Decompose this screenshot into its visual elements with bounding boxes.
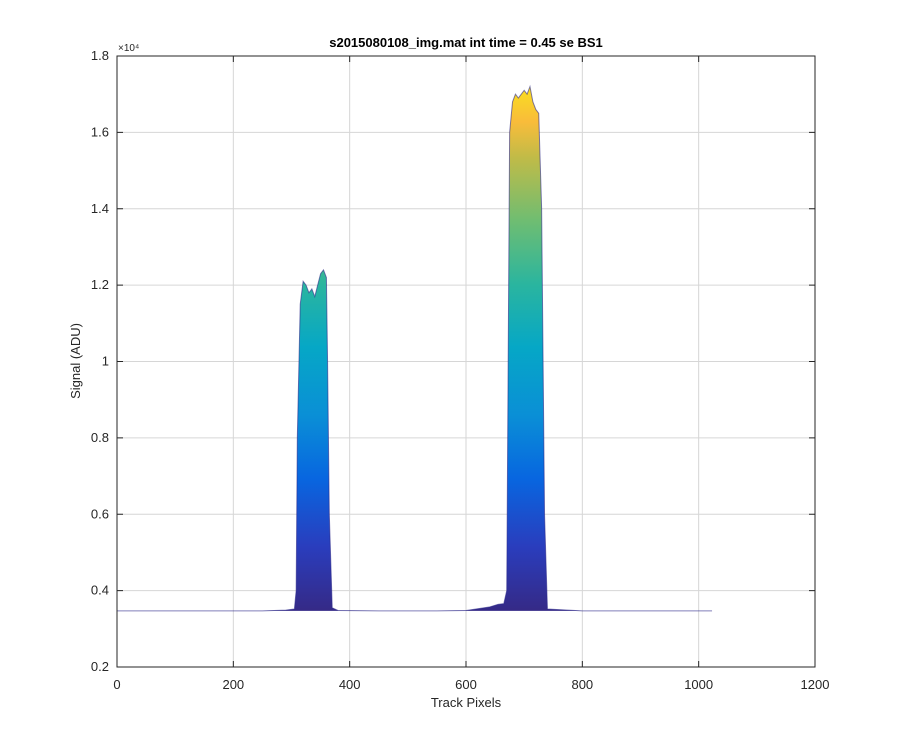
y-tick-label: 0.4 bbox=[91, 583, 109, 598]
y-tick-label: 0.8 bbox=[91, 430, 109, 445]
x-tick-label: 400 bbox=[339, 677, 361, 692]
x-tick-label: 200 bbox=[222, 677, 244, 692]
y-tick-label: 1.2 bbox=[91, 277, 109, 292]
y-exponent-label: ×10⁴ bbox=[118, 43, 139, 54]
y-tick-label: 1.8 bbox=[91, 48, 109, 63]
series-layer bbox=[117, 84, 713, 612]
x-tick-label: 0 bbox=[113, 677, 120, 692]
y-tick-label: 1 bbox=[102, 354, 109, 369]
y-tick-label: 0.6 bbox=[91, 506, 109, 521]
signal-line bbox=[117, 84, 713, 612]
grid-lines bbox=[117, 56, 815, 667]
x-tick-label: 1200 bbox=[801, 677, 830, 692]
y-tick-label: 1.6 bbox=[91, 124, 109, 139]
y-axis-label: Signal (ADU) bbox=[68, 323, 83, 399]
x-tick-label: 800 bbox=[571, 677, 593, 692]
x-tick-label: 600 bbox=[455, 677, 477, 692]
y-tick-label: 0.2 bbox=[91, 659, 109, 674]
x-axis-label: Track Pixels bbox=[431, 695, 502, 710]
y-tick-label: 1.4 bbox=[91, 201, 109, 216]
x-tick-label: 1000 bbox=[684, 677, 713, 692]
chart-title: s2015080108_img.mat int time = 0.45 se B… bbox=[329, 35, 603, 50]
axis-ticks: 0 200 400 600 800 1000 1200 0.2 0.4 0.6 0.8 1 1.2 1.4… bbox=[91, 48, 830, 692]
